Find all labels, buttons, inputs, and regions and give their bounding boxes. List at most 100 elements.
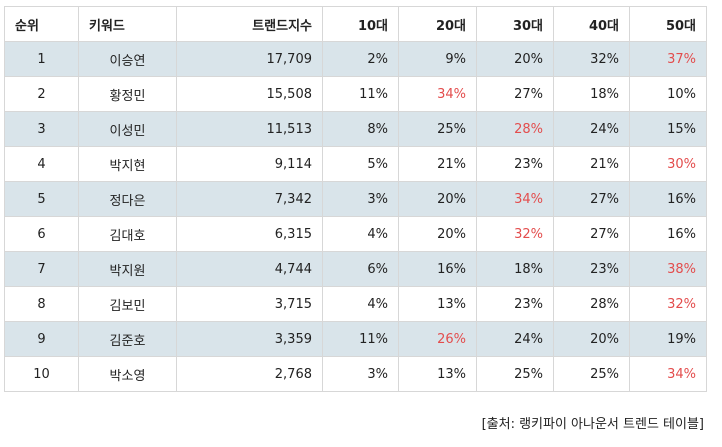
- table-row: 9 김준호 3,359 11% 26% 24% 20% 19%: [4, 321, 707, 357]
- cell-age-50s: 37%: [629, 41, 707, 77]
- cell-trend-index: 2,768: [176, 356, 323, 392]
- table-row: 2 황정민 15,508 11% 34% 27% 18% 10%: [4, 76, 707, 112]
- table-row: 4 박지현 9,114 5% 21% 23% 21% 30%: [4, 146, 707, 182]
- table-row: 10 박소영 2,768 3% 13% 25% 25% 34%: [4, 356, 707, 392]
- cell-age-40s: 32%: [553, 41, 630, 77]
- cell-age-50s: 38%: [629, 251, 707, 287]
- cell-age-10s: 8%: [322, 111, 399, 147]
- cell-age-30s: 25%: [476, 356, 554, 392]
- cell-trend-index: 17,709: [176, 41, 323, 77]
- cell-age-50s: 15%: [629, 111, 707, 147]
- cell-rank: 6: [4, 216, 79, 252]
- cell-age-50s: 10%: [629, 76, 707, 112]
- cell-trend-index: 11,513: [176, 111, 323, 147]
- cell-age-50s: 16%: [629, 181, 707, 217]
- cell-age-10s: 4%: [322, 286, 399, 322]
- cell-age-10s: 3%: [322, 181, 399, 217]
- cell-age-40s: 18%: [553, 76, 630, 112]
- cell-age-20s: 9%: [398, 41, 477, 77]
- cell-age-10s: 11%: [322, 76, 399, 112]
- cell-age-30s: 20%: [476, 41, 554, 77]
- cell-age-20s: 20%: [398, 181, 477, 217]
- cell-keyword: 박지원: [78, 251, 177, 287]
- cell-rank: 7: [4, 251, 79, 287]
- cell-rank: 2: [4, 76, 79, 112]
- cell-trend-index: 4,744: [176, 251, 323, 287]
- cell-trend-index: 6,315: [176, 216, 323, 252]
- cell-keyword: 정다은: [78, 181, 177, 217]
- cell-age-20s: 26%: [398, 321, 477, 357]
- cell-trend-index: 15,508: [176, 76, 323, 112]
- cell-age-50s: 16%: [629, 216, 707, 252]
- cell-age-40s: 25%: [553, 356, 630, 392]
- table-header: 순위 키워드 트랜드지수 10대 20대 30대 40대 50대: [4, 6, 707, 42]
- cell-rank: 5: [4, 181, 79, 217]
- cell-age-20s: 21%: [398, 146, 477, 182]
- source-caption: [출처: 랭키파이 아나운서 트렌드 테이블]: [481, 417, 704, 432]
- table-row: 1 이승연 17,709 2% 9% 20% 32% 37%: [4, 41, 707, 77]
- header-rank: 순위: [4, 6, 79, 42]
- cell-age-10s: 2%: [322, 41, 399, 77]
- header-row: 순위 키워드 트랜드지수 10대 20대 30대 40대 50대: [4, 6, 707, 42]
- table-row: 7 박지원 4,744 6% 16% 18% 23% 38%: [4, 251, 707, 287]
- cell-age-20s: 20%: [398, 216, 477, 252]
- cell-age-40s: 20%: [553, 321, 630, 357]
- header-age-30s: 30대: [476, 6, 554, 42]
- cell-age-10s: 3%: [322, 356, 399, 392]
- table-row: 8 김보민 3,715 4% 13% 23% 28% 32%: [4, 286, 707, 322]
- header-trend-index: 트랜드지수: [176, 6, 323, 42]
- table-row: 5 정다은 7,342 3% 20% 34% 27% 16%: [4, 181, 707, 217]
- cell-age-20s: 25%: [398, 111, 477, 147]
- trend-table: 순위 키워드 트랜드지수 10대 20대 30대 40대 50대 1 이승연 17,…: [4, 6, 707, 392]
- cell-age-40s: 28%: [553, 286, 630, 322]
- cell-rank: 10: [4, 356, 79, 392]
- table-body: 1 이승연 17,709 2% 9% 20% 32% 37% 2 황정민 15,508 11% 34% 2…: [4, 41, 707, 392]
- cell-keyword: 김대호: [78, 216, 177, 252]
- cell-keyword: 황정민: [78, 76, 177, 112]
- cell-age-20s: 16%: [398, 251, 477, 287]
- cell-age-40s: 27%: [553, 181, 630, 217]
- table-row: 3 이성민 11,513 8% 25% 28% 24% 15%: [4, 111, 707, 147]
- header-age-50s: 50대: [629, 6, 707, 42]
- cell-age-30s: 24%: [476, 321, 554, 357]
- cell-age-30s: 32%: [476, 216, 554, 252]
- cell-age-40s: 23%: [553, 251, 630, 287]
- cell-age-50s: 19%: [629, 321, 707, 357]
- cell-rank: 3: [4, 111, 79, 147]
- cell-age-40s: 27%: [553, 216, 630, 252]
- cell-age-30s: 18%: [476, 251, 554, 287]
- cell-trend-index: 3,715: [176, 286, 323, 322]
- cell-trend-index: 9,114: [176, 146, 323, 182]
- cell-age-10s: 11%: [322, 321, 399, 357]
- cell-age-50s: 30%: [629, 146, 707, 182]
- cell-keyword: 이승연: [78, 41, 177, 77]
- cell-keyword: 김준호: [78, 321, 177, 357]
- cell-age-50s: 34%: [629, 356, 707, 392]
- cell-age-50s: 32%: [629, 286, 707, 322]
- table-row: 6 김대호 6,315 4% 20% 32% 27% 16%: [4, 216, 707, 252]
- cell-trend-index: 7,342: [176, 181, 323, 217]
- cell-keyword: 박지현: [78, 146, 177, 182]
- cell-keyword: 김보민: [78, 286, 177, 322]
- cell-keyword: 박소영: [78, 356, 177, 392]
- cell-rank: 4: [4, 146, 79, 182]
- cell-keyword: 이성민: [78, 111, 177, 147]
- cell-age-30s: 23%: [476, 286, 554, 322]
- header-age-20s: 20대: [398, 6, 477, 42]
- cell-rank: 8: [4, 286, 79, 322]
- cell-age-30s: 23%: [476, 146, 554, 182]
- cell-age-10s: 4%: [322, 216, 399, 252]
- cell-age-30s: 34%: [476, 181, 554, 217]
- cell-rank: 9: [4, 321, 79, 357]
- cell-age-10s: 6%: [322, 251, 399, 287]
- cell-age-30s: 27%: [476, 76, 554, 112]
- header-age-10s: 10대: [322, 6, 399, 42]
- cell-trend-index: 3,359: [176, 321, 323, 357]
- cell-age-20s: 34%: [398, 76, 477, 112]
- cell-age-10s: 5%: [322, 146, 399, 182]
- cell-rank: 1: [4, 41, 79, 77]
- header-keyword: 키워드: [78, 6, 177, 42]
- cell-age-40s: 24%: [553, 111, 630, 147]
- cell-age-30s: 28%: [476, 111, 554, 147]
